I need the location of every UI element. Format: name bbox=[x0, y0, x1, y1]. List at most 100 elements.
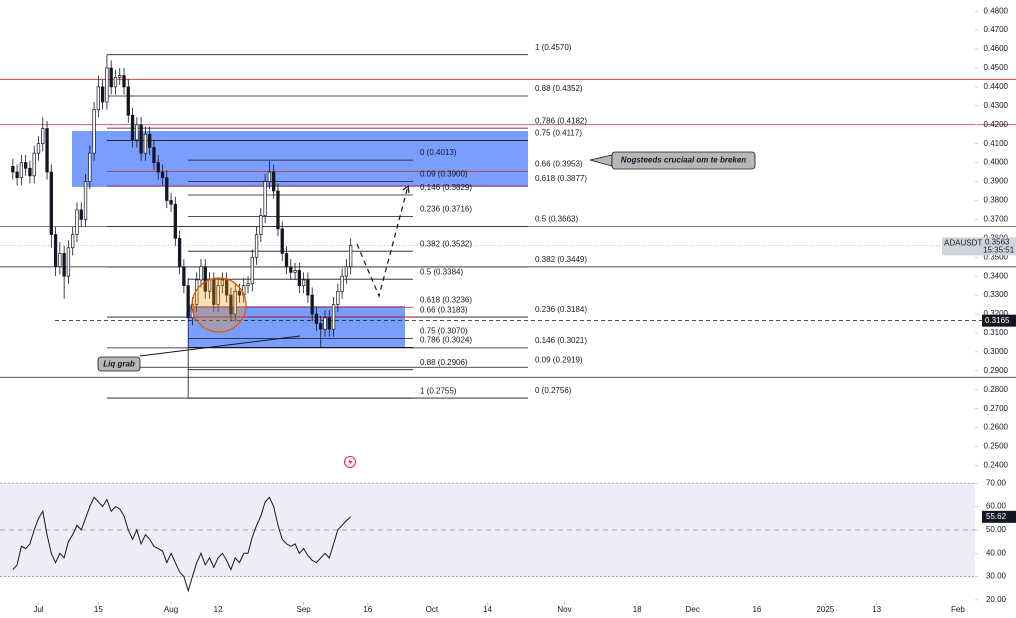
candle-body bbox=[118, 75, 122, 78]
callout-box bbox=[611, 151, 756, 170]
candle-body bbox=[297, 270, 301, 286]
zone-box bbox=[188, 306, 405, 348]
candle-body bbox=[169, 200, 173, 205]
candle-body bbox=[284, 253, 289, 268]
y-tick-label: 0.4200 bbox=[984, 120, 1009, 129]
fib-label: 0.09 (0.2919) bbox=[535, 355, 583, 364]
y-tick-label: 0.4800 bbox=[984, 6, 1009, 15]
fib-label: 0 (0.4013) bbox=[420, 148, 457, 157]
candle-body bbox=[148, 133, 152, 148]
candle-body bbox=[79, 209, 83, 220]
candle-body bbox=[323, 317, 327, 330]
fib-label: 0.236 (0.3184) bbox=[535, 305, 587, 314]
candle-body bbox=[126, 86, 130, 116]
fib-label: 0.75 (0.3070) bbox=[420, 327, 468, 336]
callout-box bbox=[97, 356, 141, 372]
candle-body bbox=[280, 228, 284, 254]
event-icon bbox=[348, 458, 353, 466]
arrow-head bbox=[402, 184, 410, 194]
last-price-time: 15:35:51 bbox=[983, 245, 1015, 254]
candle-body bbox=[331, 304, 336, 330]
fib-label: 0.5 (0.3384) bbox=[420, 267, 463, 276]
x-tick-label: 2025 bbox=[816, 605, 834, 614]
y-tick-label: 0.4000 bbox=[984, 158, 1009, 167]
marker-price-tag bbox=[982, 314, 1016, 327]
rsi-y-tick-label: 60.00 bbox=[986, 502, 1007, 511]
fib-label: 0.88 (0.4352) bbox=[535, 84, 583, 93]
rsi-line bbox=[12, 496, 352, 593]
candle-body bbox=[293, 270, 297, 273]
candle-body bbox=[66, 247, 71, 277]
candle-body bbox=[173, 203, 177, 239]
candle-body bbox=[250, 256, 254, 285]
candle-body bbox=[340, 275, 344, 292]
candle-body bbox=[319, 323, 323, 330]
candle-body bbox=[139, 124, 143, 154]
candle-body bbox=[19, 162, 24, 179]
candle-body bbox=[272, 171, 276, 192]
candle-body bbox=[49, 171, 53, 235]
candle-body bbox=[237, 290, 242, 296]
candle-body bbox=[156, 162, 160, 173]
candle-body bbox=[24, 162, 28, 169]
x-tick-label: 13 bbox=[872, 605, 881, 614]
y-tick-label: 0.2800 bbox=[984, 385, 1009, 394]
fib-label: 0.618 (0.3877) bbox=[535, 174, 587, 183]
candle-body bbox=[113, 77, 118, 88]
candle-body bbox=[276, 190, 280, 230]
callout-pointer bbox=[139, 335, 301, 357]
x-tick-label: 18 bbox=[633, 605, 642, 614]
candle-body bbox=[88, 152, 92, 182]
x-tick-label: Aug bbox=[164, 605, 178, 614]
candle-body bbox=[92, 109, 96, 154]
rsi-last-tag bbox=[982, 510, 1016, 523]
candle-body bbox=[314, 313, 319, 324]
candle-body bbox=[105, 67, 109, 103]
fib-label: 0.786 (0.3024) bbox=[420, 335, 472, 344]
candle-body bbox=[28, 167, 32, 177]
fib-label: 0.66 (0.3183) bbox=[420, 305, 468, 314]
fib-label: 0.146 (0.3021) bbox=[535, 336, 587, 345]
candle-body bbox=[96, 86, 101, 110]
candle-body bbox=[36, 143, 41, 154]
candle-body bbox=[224, 279, 229, 296]
x-tick-label: Jul bbox=[33, 605, 43, 614]
highlight-circle bbox=[191, 277, 247, 333]
y-tick-label: 0.3800 bbox=[984, 196, 1009, 205]
fib-label: 0.66 (0.3953) bbox=[535, 160, 583, 169]
fib-label: 0.146 (0.3829) bbox=[420, 183, 472, 192]
y-tick-label: 0.3000 bbox=[984, 347, 1009, 356]
x-tick-label: Nov bbox=[557, 605, 571, 614]
candle-body bbox=[349, 244, 353, 268]
candle-body bbox=[263, 181, 267, 216]
candle-body bbox=[199, 266, 203, 281]
y-tick-label: 0.2600 bbox=[984, 423, 1009, 432]
candle-body bbox=[233, 290, 237, 315]
candle-body bbox=[344, 266, 349, 277]
candle-body bbox=[143, 133, 148, 154]
candle-body bbox=[216, 285, 220, 305]
fib-label: 1 (0.4570) bbox=[535, 43, 572, 52]
y-tick-label: 0.4700 bbox=[984, 25, 1009, 34]
event-icon[interactable] bbox=[344, 456, 356, 468]
y-tick-label: 0.3200 bbox=[984, 309, 1009, 318]
candle-body bbox=[259, 215, 263, 235]
candle-body bbox=[165, 177, 169, 201]
candle-body bbox=[327, 317, 331, 330]
x-tick-label: 12 bbox=[214, 605, 223, 614]
candle-body bbox=[254, 234, 259, 258]
candle-body bbox=[186, 285, 190, 319]
fib-label: 0.88 (0.2906) bbox=[420, 358, 468, 367]
projection-path bbox=[356, 185, 409, 298]
candle-body bbox=[203, 266, 207, 292]
candle-body bbox=[109, 67, 113, 88]
x-tick-label: Oct bbox=[426, 605, 439, 614]
candle-body bbox=[212, 279, 216, 305]
callout-text: Nogsteeds cruciaal om te breken bbox=[621, 156, 746, 165]
x-tick-label: 15 bbox=[94, 605, 103, 614]
y-tick-label: 0.2400 bbox=[984, 461, 1009, 470]
y-tick-label: 0.3700 bbox=[984, 214, 1009, 223]
candle-body bbox=[83, 181, 88, 220]
y-tick-label: 0.3100 bbox=[984, 328, 1009, 337]
